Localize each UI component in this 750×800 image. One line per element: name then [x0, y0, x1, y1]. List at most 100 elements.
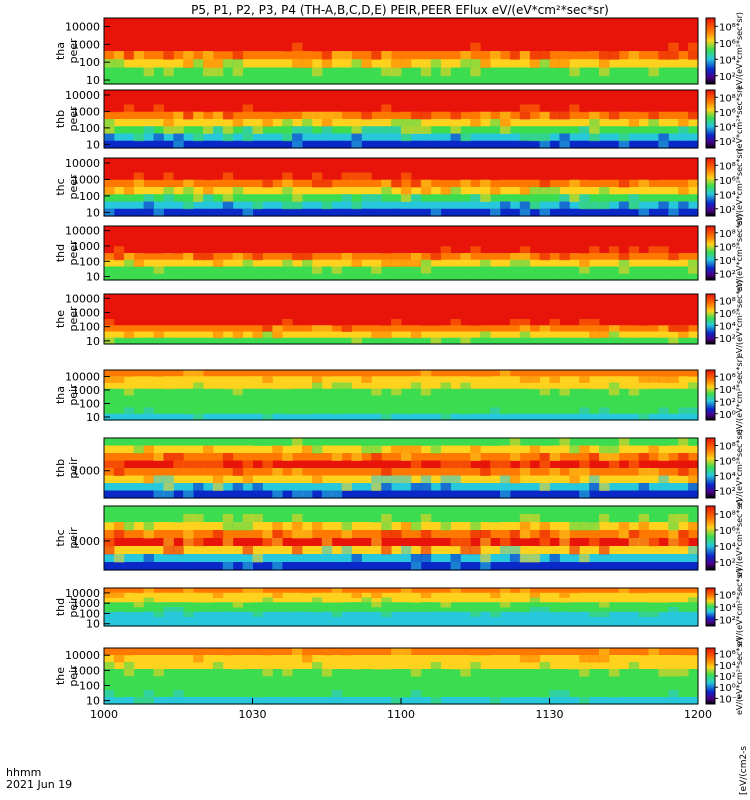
x-axis-label: hhmm: [6, 766, 41, 779]
colorbar-tick-label: 10⁴: [719, 603, 736, 614]
flux-cell: [292, 158, 303, 166]
flux-cell: [589, 111, 600, 120]
flux-cell: [569, 445, 580, 454]
flux-cell: [282, 172, 293, 181]
flux-cell: [668, 538, 679, 547]
flux-cell: [242, 514, 253, 523]
flux-cell: [539, 538, 550, 547]
flux-cell: [252, 226, 263, 234]
flux-cell: [252, 655, 263, 663]
flux-cell: [143, 312, 154, 320]
flux-cell: [163, 676, 174, 684]
species-label: peer: [67, 106, 80, 132]
flux-cell: [628, 194, 640, 202]
flux-cell: [193, 208, 204, 217]
flux-cell: [599, 51, 610, 60]
flux-cell: [222, 18, 234, 27]
flux-cell: [183, 26, 194, 35]
flux-cell: [321, 294, 333, 301]
flux-cell: [608, 246, 620, 254]
flux-cell: [599, 611, 610, 617]
flux-cell: [212, 306, 224, 314]
flux-cell: [678, 407, 689, 415]
flux-cell: [678, 126, 689, 134]
flux-cell: [143, 690, 154, 698]
flux-cell: [688, 438, 699, 446]
flux-cell: [381, 514, 392, 523]
energy-band-7: [104, 562, 698, 571]
flux-cell: [311, 306, 323, 314]
flux-cell: [391, 413, 402, 421]
flux-cell: [242, 697, 253, 705]
flux-cell: [618, 588, 630, 594]
flux-cell: [302, 97, 313, 105]
flux-cell: [272, 445, 283, 454]
flux-cell: [608, 460, 620, 469]
flux-cell: [589, 676, 600, 684]
flux-cell: [440, 232, 451, 240]
flux-cell: [549, 187, 560, 195]
flux-cell: [470, 683, 481, 691]
flux-cell: [618, 259, 630, 267]
flux-cell: [569, 616, 580, 622]
flux-cell: [688, 407, 699, 415]
flux-cell: [351, 90, 362, 98]
flux-cell: [618, 438, 630, 446]
flux-cell: [391, 475, 402, 484]
flux-cell: [480, 194, 491, 202]
flux-cell: [391, 90, 402, 98]
flux-cell: [361, 597, 372, 603]
energy-band-4: [104, 607, 698, 613]
flux-cell: [628, 312, 640, 320]
flux-cell: [579, 655, 590, 663]
flux-cell: [569, 208, 580, 217]
flux-cell: [440, 67, 451, 77]
flux-cell: [401, 445, 412, 454]
flux-cell: [222, 562, 234, 571]
flux-cell: [143, 18, 154, 27]
flux-cell: [381, 319, 392, 326]
flux-cell: [579, 395, 590, 402]
flux-cell: [252, 337, 263, 345]
flux-cell: [381, 483, 392, 491]
flux-cell: [519, 460, 531, 469]
flux-cell: [391, 697, 402, 705]
flux-cell: [589, 382, 600, 390]
flux-cell: [391, 119, 402, 127]
y-tick-label: 1000: [72, 173, 100, 186]
y-tick-label: 1000: [72, 306, 100, 319]
flux-cell: [381, 273, 392, 281]
flux-cell: [688, 483, 699, 491]
flux-cell: [361, 158, 372, 166]
flux-cell: [272, 382, 283, 390]
flux-cell: [519, 306, 531, 314]
flux-cell: [321, 42, 333, 52]
flux-cell: [599, 266, 610, 274]
flux-cell: [302, 683, 313, 691]
flux-cell: [193, 158, 204, 166]
flux-cell: [648, 445, 659, 454]
flux-cell: [163, 337, 174, 345]
flux-cell: [460, 407, 471, 415]
flux-cell: [302, 259, 313, 267]
flux-cell: [608, 438, 620, 446]
flux-cell: [579, 246, 590, 254]
flux-cell: [678, 683, 689, 691]
flux-cell: [341, 648, 352, 656]
flux-cell: [668, 522, 679, 531]
flux-cell: [420, 475, 432, 484]
colorbar-tick-label: 10⁶: [719, 650, 736, 661]
flux-cell: [658, 562, 669, 571]
flux-texture: [104, 18, 699, 85]
flux-cell: [579, 266, 590, 274]
flux-cell: [658, 51, 669, 60]
flux-cell: [262, 530, 273, 539]
flux-cell: [500, 126, 511, 134]
flux-cell: [311, 382, 323, 390]
flux-cell: [183, 111, 194, 120]
flux-cell: [242, 546, 253, 555]
flux-cell: [470, 662, 481, 670]
flux-cell: [460, 104, 471, 113]
flux-cell: [569, 607, 580, 613]
